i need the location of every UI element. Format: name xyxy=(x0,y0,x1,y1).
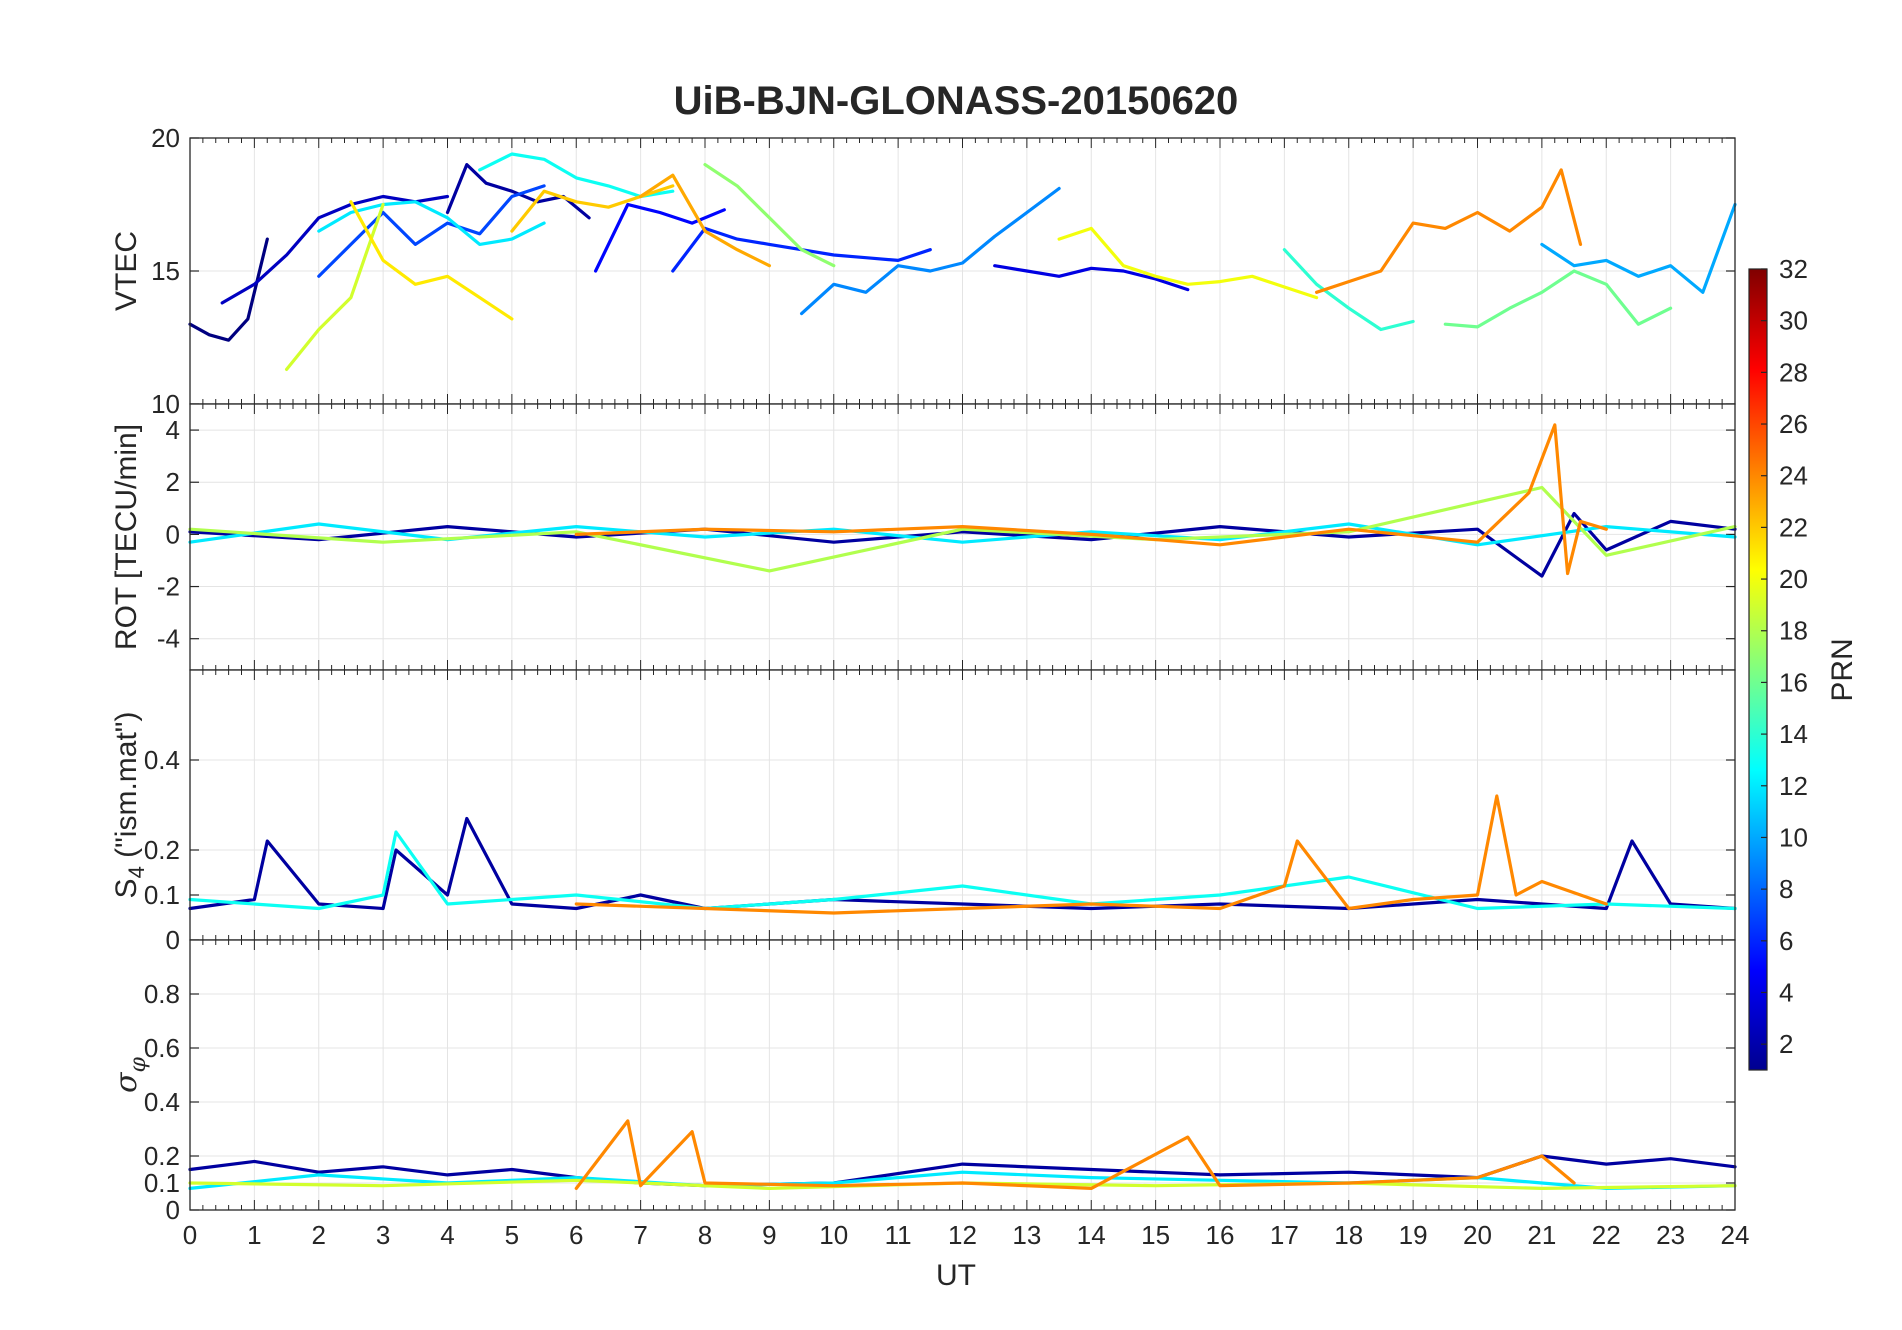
panel-sigma_phi: 00.10.2 0.4 0.6 0.8 σφ xyxy=(109,939,1737,1225)
y-tick-label: 0.1 xyxy=(144,880,180,910)
series-prn-18 xyxy=(188,485,1737,573)
x-tick-label: 19 xyxy=(1399,1220,1428,1250)
colorbar-tick-label: 24 xyxy=(1779,461,1808,491)
series-prn-5 xyxy=(593,202,726,273)
y-tick-label: 2 xyxy=(166,467,180,497)
y-tick-label: 0.1 xyxy=(144,1168,180,1198)
colorbar-tick-label: 16 xyxy=(1779,667,1808,697)
y-tick-label: 15 xyxy=(151,256,180,286)
y-axis-label: VTEC xyxy=(110,231,143,311)
colorbar-tick-label: 32 xyxy=(1779,254,1808,284)
y-tick-label: -2 xyxy=(157,572,180,602)
y-tick-label: 20 xyxy=(151,123,180,153)
y-tick-label: 0 xyxy=(166,925,180,955)
x-tick-label: 18 xyxy=(1334,1220,1363,1250)
y-tick-label: 0.2 xyxy=(144,1141,180,1171)
x-axis-labels: UT 0 1 2 3 4 5 6 7 8 9 10 11 12 13 14 15 16 17 18 19 20 21 22 2… xyxy=(183,1220,1750,1292)
series-prn-9 xyxy=(799,186,1061,316)
y-tick-label: 0.4 xyxy=(144,745,180,775)
colorbar-tick-label: 18 xyxy=(1779,616,1808,646)
series-prn-23 xyxy=(638,173,772,268)
x-tick-label: 8 xyxy=(698,1220,712,1250)
y-axis-label: ROT [TECU/min] xyxy=(110,424,143,650)
series-prn-17 xyxy=(703,163,836,268)
x-tick-label: 13 xyxy=(1012,1220,1041,1250)
x-tick-label: 22 xyxy=(1592,1220,1621,1250)
series-prn-24 xyxy=(574,423,1608,576)
colorbar-label: PRN xyxy=(1826,638,1859,701)
series-prn-20 xyxy=(1057,226,1319,300)
x-tick-label: 24 xyxy=(1721,1220,1750,1250)
series-prn-16 xyxy=(1443,269,1673,329)
colorbar-tick-label: 8 xyxy=(1779,874,1793,904)
series-prn-14 xyxy=(1282,248,1415,332)
colorbar-tick-label: 22 xyxy=(1779,512,1808,542)
x-tick-label: 17 xyxy=(1270,1220,1299,1250)
axes-frame xyxy=(189,939,1736,1211)
x-tick-label: 7 xyxy=(633,1220,647,1250)
x-tick-label: 21 xyxy=(1527,1220,1556,1250)
x-tick-label: 10 xyxy=(819,1220,848,1250)
x-tick-label: 20 xyxy=(1463,1220,1492,1250)
x-tick-label: 23 xyxy=(1656,1220,1685,1250)
panel-rot: -4 -2 0 2 4 ROT [TECU/min] xyxy=(110,403,1737,671)
x-tick-label: 11 xyxy=(885,1220,912,1250)
x-tick-label: 3 xyxy=(376,1220,390,1250)
colorbar-gradient xyxy=(1748,268,1768,1071)
x-tick-label: 14 xyxy=(1077,1220,1106,1250)
series-prn-7 xyxy=(317,184,546,278)
y-tick-label: 4 xyxy=(166,415,180,445)
y-tick-label: 0 xyxy=(166,519,180,549)
y-tick-label: 0.4 xyxy=(144,1087,180,1117)
series-prn-19 xyxy=(285,202,385,371)
y-tick-label: 0.6 xyxy=(144,1033,180,1063)
x-tick-label: 2 xyxy=(312,1220,326,1250)
series-prn-24 xyxy=(574,1119,1576,1191)
series-prn-24 xyxy=(1314,168,1583,294)
panel-s4: 0 0.1 0.2 0.4S4 ("ism.mat") xyxy=(110,669,1737,955)
y-axis-label: σφ xyxy=(109,1056,151,1092)
colorbar-tick-label: 26 xyxy=(1779,409,1808,439)
y-tick-label: 0 xyxy=(166,1195,180,1225)
panel-vtec: 10 15 20 VTEC xyxy=(110,123,1737,419)
x-tick-label: 15 xyxy=(1141,1220,1170,1250)
colorbar-tick-label: 6 xyxy=(1779,926,1793,956)
y-tick-label: -4 xyxy=(157,624,180,654)
y-tick-label: 0.2 xyxy=(144,835,180,865)
colorbar-tick-label: 10 xyxy=(1779,822,1808,852)
chart-title: UiB-BJN-GLONASS-20150620 xyxy=(674,79,1239,123)
x-tick-label: 12 xyxy=(948,1220,977,1250)
series-prn-1 xyxy=(188,237,269,342)
colorbar-tick-label: 30 xyxy=(1779,306,1808,336)
series-prn-21 xyxy=(349,200,514,321)
y-tick-label: 10 xyxy=(151,389,180,419)
colorbar-tick-label: 14 xyxy=(1779,719,1808,749)
series-prn-10 xyxy=(1540,202,1737,294)
colorbar-tick-label: 28 xyxy=(1779,357,1808,387)
x-tick-label: 9 xyxy=(762,1220,776,1250)
x-tick-label: 6 xyxy=(569,1220,583,1250)
colorbar-tick-label: 12 xyxy=(1779,771,1808,801)
colorbar-tick-label: 4 xyxy=(1779,977,1793,1007)
colorbar-tick-label: 2 xyxy=(1779,1029,1793,1059)
x-axis-title: UT xyxy=(936,1259,976,1292)
series-prn-24 xyxy=(574,794,1608,915)
x-tick-label: 0 xyxy=(183,1220,197,1250)
x-tick-label: 16 xyxy=(1206,1220,1235,1250)
y-tick-label: 0.8 xyxy=(144,979,180,1009)
colorbar-tick-label: 20 xyxy=(1779,564,1808,594)
x-tick-label: 4 xyxy=(440,1220,454,1250)
y-axis-label: S4 ("ism.mat") xyxy=(110,712,149,899)
x-tick-label: 1 xyxy=(247,1220,261,1250)
x-tick-label: 5 xyxy=(505,1220,519,1250)
series-prn-4 xyxy=(993,264,1190,292)
